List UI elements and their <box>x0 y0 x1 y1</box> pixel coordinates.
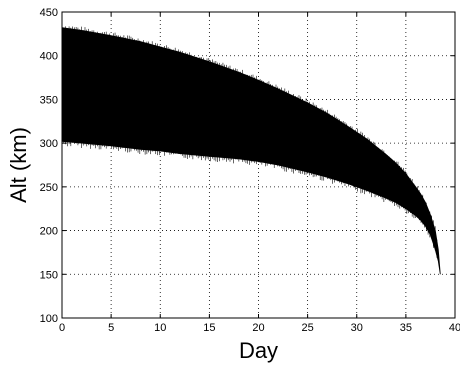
x-tick-label: 5 <box>108 322 114 334</box>
y-tick-label: 150 <box>40 269 58 281</box>
x-tick-label: 25 <box>302 322 314 334</box>
y-tick-label: 200 <box>40 226 58 238</box>
axis-ticks: 0 5 10 15 20 25 30 35 40 100 150 200 250 300 350 400 450 <box>40 7 460 334</box>
x-tick-label: 40 <box>449 322 460 334</box>
y-tick-label: 100 <box>40 313 58 325</box>
x-tick-label: 20 <box>252 322 264 334</box>
y-tick-label: 300 <box>40 138 58 150</box>
x-tick-label: 15 <box>203 322 215 334</box>
y-tick-label: 400 <box>40 51 58 63</box>
x-axis-label: Day <box>239 338 278 363</box>
x-tick-label: 10 <box>154 322 166 334</box>
x-tick-label: 35 <box>400 322 412 334</box>
y-tick-label: 350 <box>40 94 58 106</box>
band-edge-spikes <box>61 25 438 258</box>
x-tick-label: 30 <box>351 322 363 334</box>
y-tick-label: 450 <box>40 7 58 19</box>
y-axis-label: Alt (km) <box>6 127 31 203</box>
x-tick-label: 0 <box>59 322 65 334</box>
data-layer <box>61 25 441 275</box>
y-tick-label: 250 <box>40 182 58 194</box>
altitude-band <box>61 27 441 275</box>
